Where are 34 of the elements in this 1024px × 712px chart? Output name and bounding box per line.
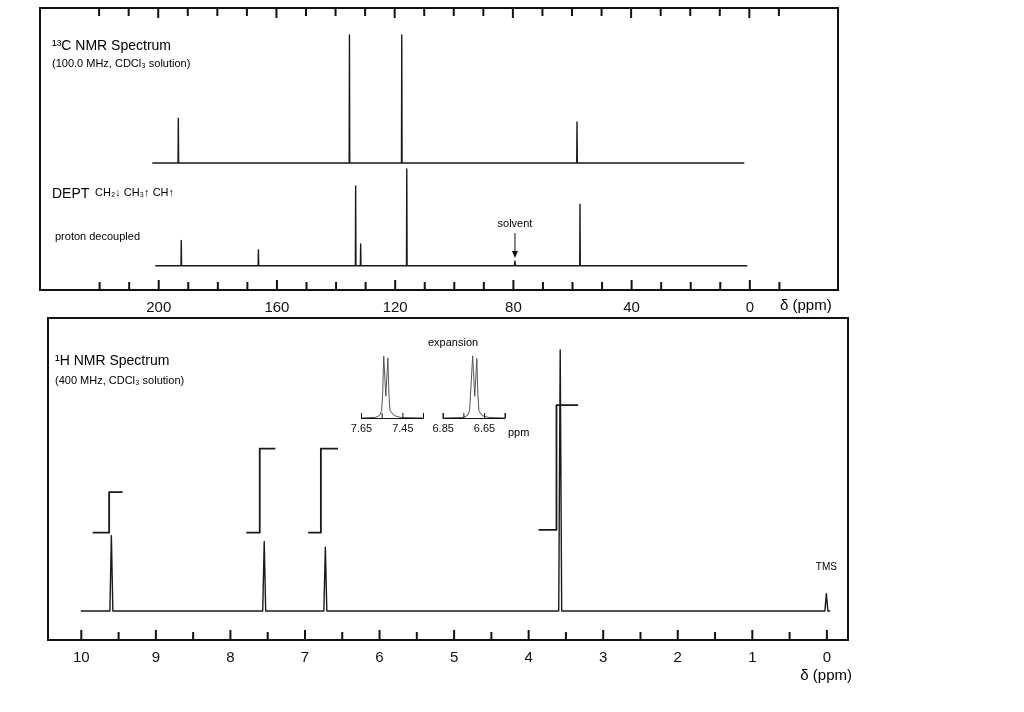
x-tick-label: 9 (151, 648, 161, 665)
x-tick-label: 7.65 (350, 422, 373, 434)
x-tick-label: 200 (146, 298, 172, 315)
x-tick-label: 120 (382, 298, 408, 315)
chart-title: ¹³C NMR Spectrum (52, 37, 172, 53)
x-tick-label: 5 (449, 648, 459, 665)
x-axis-title: ppm (508, 426, 530, 438)
x-tick-label: 7 (300, 648, 310, 665)
x-tick-label: 0 (822, 648, 832, 665)
annotation: proton decoupled (55, 230, 141, 242)
x-tick-label: 8 (226, 648, 235, 665)
annotation: CH₂↓ CH₃↑ CH↑ (95, 186, 175, 198)
x-tick-label: 3 (599, 648, 608, 665)
x-axis-title: δ (ppm) (800, 666, 852, 683)
x-tick-label: 40 (623, 298, 640, 315)
annotation: solvent (497, 216, 533, 229)
x-tick-label: 6.85 (432, 422, 454, 434)
x-tick-label: 7.45 (392, 422, 414, 434)
chart-title: ¹H NMR Spectrum (55, 352, 170, 368)
x-tick-label: 2 (673, 648, 682, 665)
x-tick-label: 6 (375, 648, 384, 665)
text: (400 MHz, CDCl₃ solution) (55, 374, 185, 386)
text: expansion (428, 336, 479, 348)
x-tick-label: 80 (505, 298, 522, 315)
x-axis-title: δ (ppm) (780, 296, 832, 313)
text: DEPT (52, 185, 90, 201)
x-tick-label: 10 (72, 648, 90, 665)
x-tick-label: 6.65 (473, 422, 496, 434)
x-tick-label: 1 (748, 648, 757, 665)
x-tick-label: 4 (524, 648, 533, 665)
annotation: TMS (815, 560, 838, 572)
x-tick-label: 0 (745, 298, 755, 315)
text: (100.0 MHz, CDCl₃ solution) (52, 57, 191, 69)
x-tick-label: 160 (264, 298, 290, 315)
